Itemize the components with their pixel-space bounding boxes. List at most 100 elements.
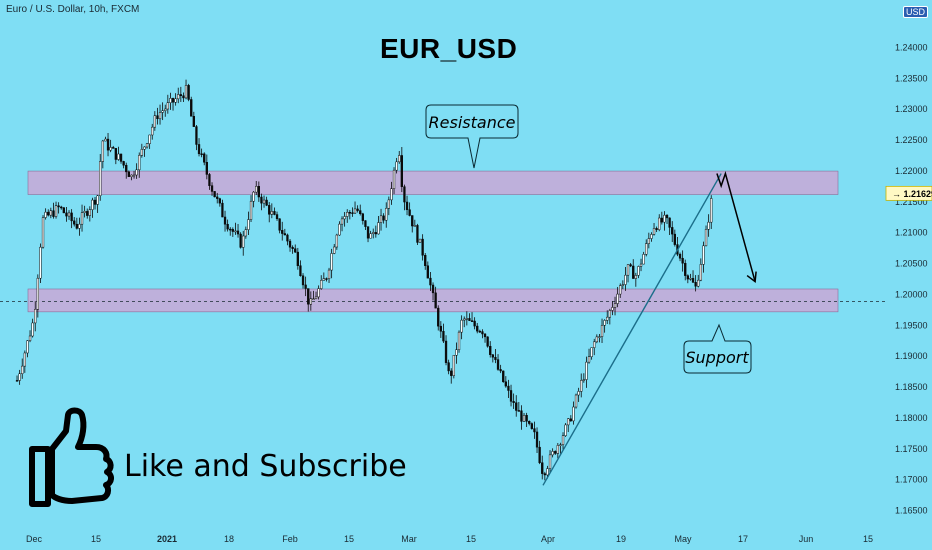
price-tick-label: 1.18500	[895, 382, 928, 392]
candle-body	[205, 162, 208, 175]
candle-body	[91, 199, 94, 210]
price-tick-label: 1.16500	[895, 506, 928, 516]
candle-body	[392, 169, 396, 189]
candle-body	[80, 212, 84, 225]
candle-body	[296, 251, 299, 266]
candle-body	[294, 248, 297, 253]
candle-body	[673, 233, 676, 245]
candle-body	[652, 228, 656, 235]
candle-body	[49, 210, 52, 216]
candle-body	[374, 232, 377, 235]
candle-body	[62, 207, 65, 214]
candle-body	[525, 415, 528, 422]
call-to-action-text: Like and Subscribe	[124, 449, 407, 484]
candle-body	[455, 349, 458, 356]
candle-body	[395, 161, 398, 171]
candle-body	[613, 303, 617, 308]
candle-body	[34, 309, 37, 324]
candle-body	[353, 208, 357, 214]
candle-body	[624, 274, 627, 285]
candle-body	[647, 238, 650, 244]
candle-body	[551, 451, 554, 456]
candle-body	[106, 138, 110, 151]
candle-body	[86, 211, 89, 216]
candle-body	[361, 213, 364, 221]
candle-body	[694, 282, 697, 287]
candle-body	[36, 277, 39, 310]
currency-badge[interactable]: USD	[903, 6, 929, 18]
candle-body	[502, 370, 505, 383]
candle-body	[645, 243, 648, 255]
resistance-callout[interactable]: Resistance	[425, 104, 519, 169]
projection-path[interactable]	[716, 171, 756, 282]
candle-body	[26, 340, 29, 354]
candle-body	[213, 191, 216, 198]
candle-body	[489, 345, 492, 355]
candle-body	[369, 233, 372, 239]
candle-body	[481, 331, 484, 335]
candle-body	[101, 140, 104, 162]
candle-body	[143, 146, 146, 150]
candle-body	[39, 246, 42, 279]
candle-body	[522, 415, 526, 422]
candle-body	[156, 115, 159, 120]
candle-body	[73, 220, 76, 225]
candle-body	[569, 418, 572, 422]
candle-body	[265, 199, 268, 206]
candle-body	[460, 319, 463, 333]
candle-body	[44, 211, 47, 218]
candle-body	[478, 330, 481, 333]
candle-body	[218, 198, 221, 204]
candle-body	[491, 354, 494, 358]
candle-body	[634, 275, 637, 279]
candle-body	[335, 234, 338, 248]
candle-body	[138, 155, 141, 171]
candle-body	[541, 462, 544, 474]
candle-body	[151, 126, 154, 136]
candle-body	[619, 285, 622, 295]
candle-body	[408, 209, 411, 216]
price-tick-label: 1.19000	[895, 351, 928, 361]
candle-body	[314, 296, 318, 299]
candle-body	[499, 369, 502, 372]
candle-body	[210, 185, 214, 192]
candle-body	[626, 264, 630, 276]
candle-body	[112, 147, 115, 149]
candle-body	[548, 454, 552, 469]
candle-body	[382, 215, 385, 221]
time-tick-label: Jun	[799, 534, 814, 544]
candle-body	[520, 410, 523, 422]
candle-body	[421, 238, 424, 256]
candle-body	[231, 229, 234, 232]
current-price-label: → 1.21629	[892, 189, 932, 199]
candle-body	[140, 149, 143, 156]
candle-body	[242, 235, 245, 248]
time-tick-label: Feb	[282, 534, 298, 544]
candle-body	[78, 223, 81, 229]
candle-body	[606, 316, 609, 321]
candle-body	[356, 208, 359, 211]
current-price-tag[interactable]	[885, 185, 932, 201]
resistance-zone[interactable]	[27, 170, 839, 195]
time-tick-label: 19	[616, 534, 626, 544]
trendline[interactable]	[542, 173, 722, 486]
candle-body	[299, 265, 302, 277]
candle-body	[387, 199, 390, 209]
candle-body	[278, 218, 281, 231]
candle-body	[632, 265, 635, 279]
candle-body	[574, 394, 578, 408]
price-tick-label: 1.23500	[895, 73, 928, 83]
candle-body	[260, 196, 263, 204]
candle-body	[122, 161, 125, 166]
candle-body	[252, 191, 255, 202]
price-tick-label: 1.21000	[895, 228, 928, 238]
support-callout[interactable]: Support	[683, 323, 752, 374]
price-tick-label: 1.17500	[895, 444, 928, 454]
candle-body	[621, 284, 624, 286]
candle-body	[413, 225, 416, 227]
candle-body	[528, 421, 531, 424]
candle-body	[559, 444, 562, 446]
candle-body	[234, 230, 237, 233]
